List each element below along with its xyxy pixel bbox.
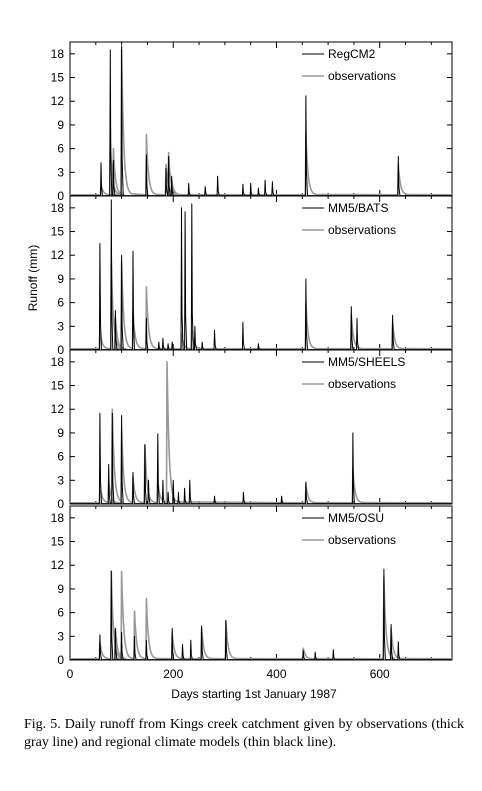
y-tick-label: 6 [57,296,64,310]
legend-model-label: MM5/BATS [328,201,388,215]
y-tick-label: 0 [57,189,64,203]
y-tick-label: 15 [51,379,65,393]
y-tick-label: 12 [51,402,65,416]
y-tick-label: 3 [57,165,64,179]
observations-line [70,361,453,504]
y-tick-label: 18 [51,201,65,215]
panel-3: 0 3 6 9 12 15 18 MM5/SHEELS observations [51,349,453,511]
y-tick-label: 15 [51,225,65,239]
y-tick-label: 9 [57,118,64,132]
x-tick-label: 400 [266,667,286,681]
x-tick-label: 600 [370,667,390,681]
y-tick-label: 18 [51,355,65,369]
legend-observations-label: observations [328,223,396,237]
panel-frame [69,505,453,661]
observations-line [70,258,453,350]
y-axis-label: Runoff (mm) [26,245,40,311]
y-tick-label: 6 [57,450,64,464]
y-tick-label: 18 [51,511,65,525]
panel-2: 0 3 6 9 12 15 18 MM5/BATS observations [51,195,453,357]
legend-model-label: MM5/OSU [328,511,384,525]
y-tick-label: 15 [51,71,65,85]
y-tick-label: 6 [57,142,64,156]
panel-frame [69,349,453,505]
x-tick-label: 0 [67,667,74,681]
observations-line [70,49,453,196]
y-tick-label: 9 [57,272,64,286]
x-tick-label: 200 [163,667,183,681]
y-tick-label: 12 [51,558,65,572]
x-axis-label: Days starting 1st January 1987 [171,687,337,701]
panel-frame [69,41,453,197]
y-tick-label: 0 [57,497,64,511]
panel-4: 0 3 6 9 12 15 18 MM5/OSU observations [51,505,453,667]
y-tick-label: 6 [57,606,64,620]
y-tick-label: 0 [57,343,64,357]
legend-model-label: RegCM2 [328,47,376,61]
legend-observations-label: observations [328,69,396,83]
y-tick-label: 0 [57,653,64,667]
y-tick-label: 15 [51,535,65,549]
model-line [70,568,452,661]
y-tick-label: 9 [57,582,64,596]
y-tick-label: 3 [57,629,64,643]
observations-line [70,570,453,660]
y-tick-label: 9 [57,426,64,440]
figure-caption: Fig. 5. Daily runoff from Kings creek ca… [24,717,464,750]
y-tick-label: 18 [51,47,65,61]
y-tick-label: 12 [51,94,65,108]
y-tick-label: 3 [57,473,64,487]
panels-group: 0 3 6 9 12 15 18 RegCM2 observations 0 3 6 9 12 15 18 MM… [51,41,453,681]
legend-observations-label: observations [328,533,396,547]
model-line [70,412,452,505]
panel-frame [69,195,453,351]
y-tick-label: 12 [51,248,65,262]
legend-observations-label: observations [328,377,396,391]
panel-1: 0 3 6 9 12 15 18 RegCM2 observations [51,41,453,203]
legend-model-label: MM5/SHEELS [328,355,405,369]
y-tick-label: 3 [57,319,64,333]
